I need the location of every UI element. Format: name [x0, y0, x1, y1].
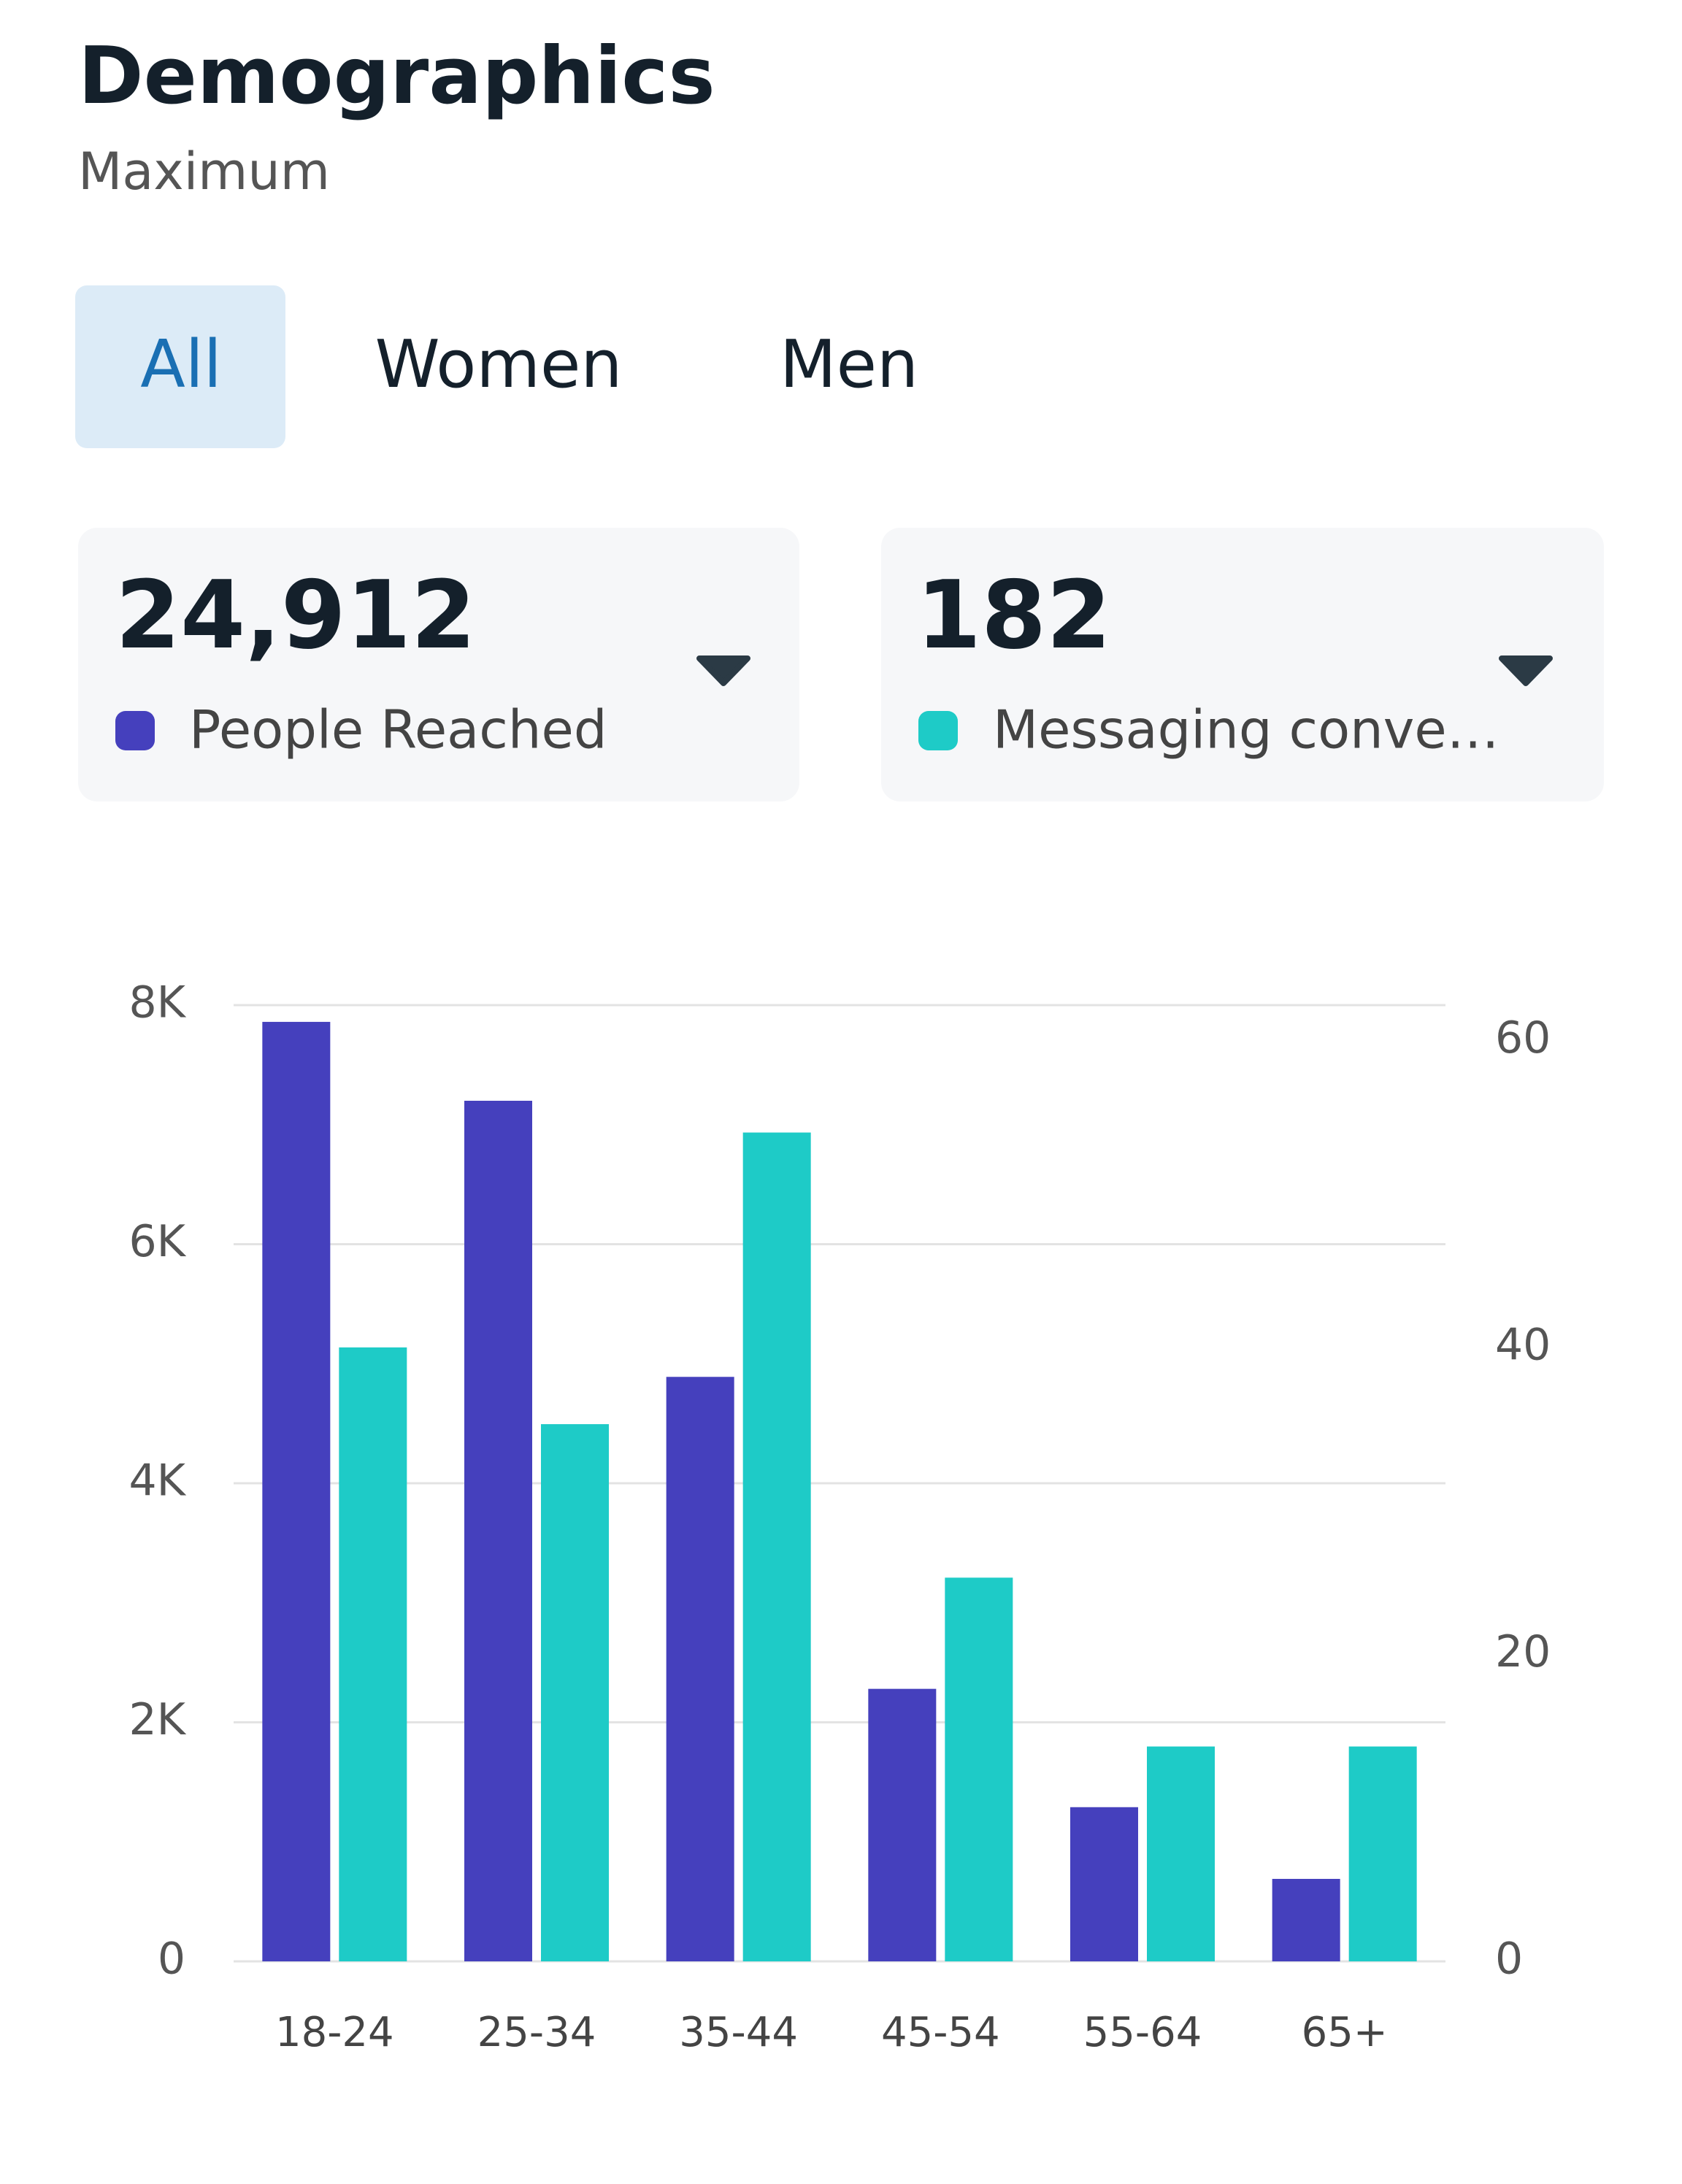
- y2-tick-label: 20: [1495, 1626, 1551, 1677]
- bar: [262, 1021, 331, 1961]
- legend-label: Messaging conve…: [993, 699, 1499, 761]
- legend-swatch: [115, 711, 155, 750]
- x-tick-label: 18-24: [275, 2009, 394, 2056]
- metric-card[interactable]: [78, 528, 799, 801]
- chart: 0 2K 4K 6K 8K 0 20 40 60 18-24 25-34 35-44 45-54 55-6…: [128, 977, 1551, 2057]
- bar: [541, 1424, 609, 1961]
- bar: [1070, 1807, 1138, 1961]
- bar: [1348, 1746, 1417, 1961]
- y-tick-label: 6K: [128, 1216, 186, 1267]
- metric-value: 182: [916, 561, 1111, 670]
- metric-value: 24,912: [115, 561, 476, 670]
- bar: [1147, 1746, 1215, 1961]
- x-tick-label: 65+: [1302, 2009, 1388, 2056]
- tab[interactable]: All: [140, 326, 222, 403]
- bar: [464, 1101, 532, 1961]
- x-tick-label: 45-54: [881, 2009, 1000, 2056]
- tab-active-bg[interactable]: [75, 285, 285, 448]
- bar: [339, 1347, 407, 1961]
- bar: [666, 1377, 734, 1961]
- bar: [742, 1132, 811, 1961]
- x-tick-label: 25-34: [477, 2009, 596, 2056]
- tab[interactable]: Women: [375, 326, 623, 403]
- bar: [1272, 1879, 1340, 1961]
- y-tick-label: 8K: [128, 977, 186, 1028]
- tab[interactable]: Men: [780, 326, 918, 403]
- dropdown-caret[interactable]: [1499, 655, 1553, 686]
- y2-tick-label: 0: [1495, 1934, 1523, 1985]
- dropdown-caret[interactable]: [696, 655, 750, 686]
- bar: [945, 1577, 1013, 1961]
- legend-label: People Reached: [189, 699, 607, 761]
- title: Demographics: [78, 31, 715, 122]
- x-tick-label: 55-64: [1083, 2009, 1202, 2056]
- y-tick-label: 2K: [128, 1694, 186, 1745]
- y2-tick-label: 60: [1495, 1012, 1551, 1064]
- y-tick-label: 4K: [128, 1456, 186, 1507]
- y-tick-label: 0: [158, 1934, 185, 1985]
- x-tick-label: 35-44: [679, 2009, 798, 2056]
- bar: [868, 1688, 937, 1961]
- y2-tick-label: 40: [1495, 1320, 1551, 1371]
- metric-card[interactable]: [881, 528, 1604, 801]
- subtitle: Maximum: [78, 142, 330, 201]
- legend-swatch: [918, 711, 958, 750]
